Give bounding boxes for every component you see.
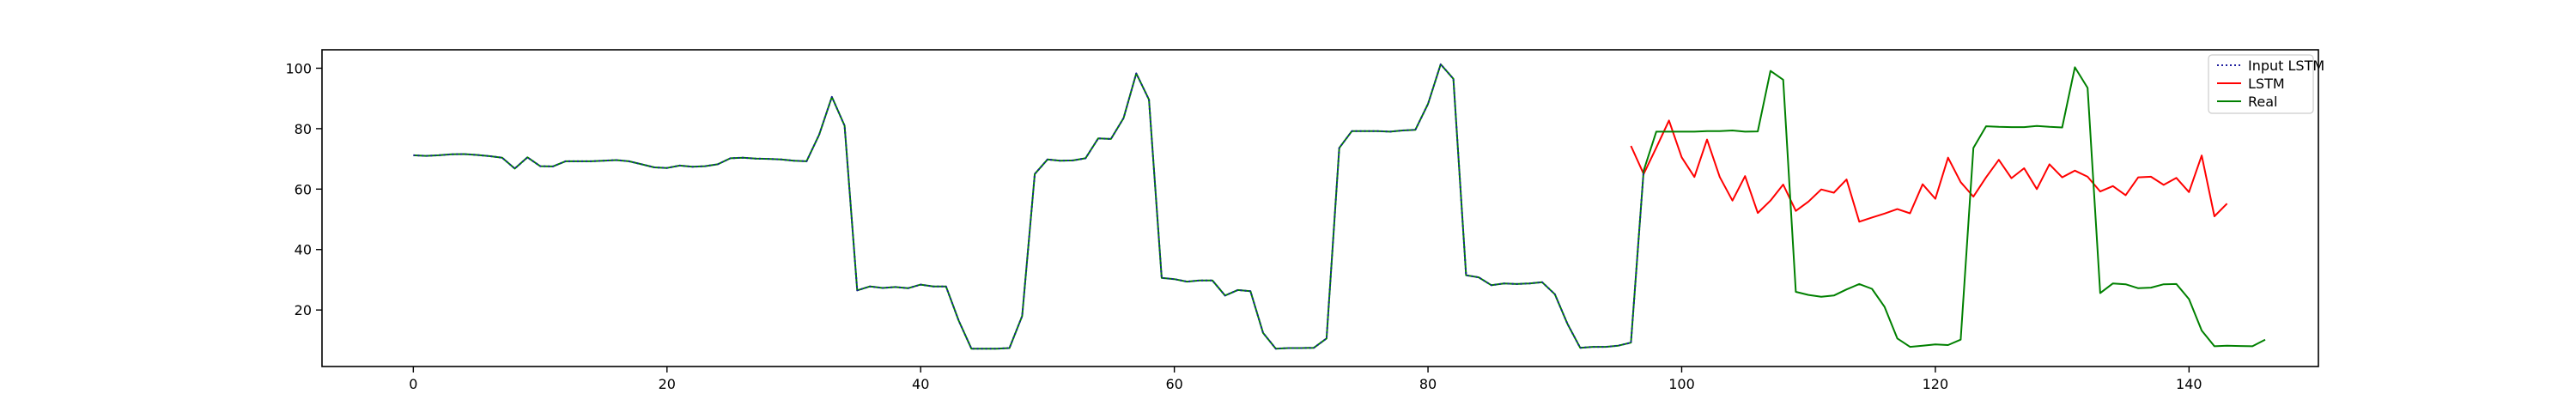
x-tick-label: 100 [1668,376,1695,392]
plot-frame [321,49,2319,367]
y-axis: 20 40 60 80 100 [285,60,322,318]
x-tick-label: 140 [2176,376,2202,392]
x-axis: 0 20 40 60 80 100 120 140 [409,367,2202,392]
y-tick-label: 20 [295,302,312,318]
y-tick-label: 40 [295,242,312,258]
x-tick-label: 0 [409,376,417,392]
x-tick-label: 20 [659,376,676,392]
series-line-lstm [1630,119,2228,223]
x-tick-label: 60 [1165,376,1182,392]
x-tick-label: 40 [912,376,929,392]
x-tick-label: 80 [1419,376,1437,392]
legend-real-label: Real [2248,94,2278,110]
legend-box [2208,54,2314,114]
y-tick-label: 80 [295,121,312,137]
y-tick-label: 60 [295,181,312,197]
legend-lstm-label: LSTM [2248,76,2285,92]
y-tick-label: 100 [285,60,312,76]
legend-input-lstm-label: Input LSTM [2248,58,2324,74]
series-layer [413,63,2266,350]
x-tick-label: 120 [1923,376,1949,392]
series-line-real [413,63,2266,350]
series-line-input-lstm [413,63,1645,350]
legend: Input LSTM LSTM Real [2208,54,2324,114]
